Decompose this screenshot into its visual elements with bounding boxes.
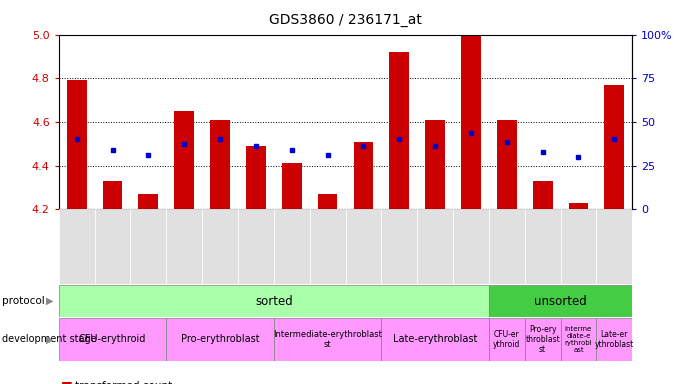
Bar: [461, 35, 481, 209]
Bar: [596, 209, 632, 284]
Bar: [167, 209, 202, 284]
Bar: [59, 285, 489, 317]
Text: ■: ■: [61, 379, 73, 384]
Bar: [533, 181, 553, 209]
Bar: [210, 120, 230, 209]
Bar: [346, 209, 381, 284]
Bar: [246, 146, 266, 209]
Bar: [524, 318, 560, 361]
Bar: [524, 209, 560, 284]
Bar: [489, 318, 524, 361]
Bar: [425, 120, 445, 209]
Bar: [381, 318, 489, 361]
Bar: [417, 209, 453, 284]
Bar: [202, 209, 238, 284]
Bar: [596, 318, 632, 361]
Bar: [489, 285, 632, 317]
Bar: [605, 85, 624, 209]
Bar: [569, 203, 588, 209]
Text: transformed count: transformed count: [75, 381, 172, 384]
Bar: [381, 209, 417, 284]
Bar: [238, 209, 274, 284]
Text: development stage: development stage: [2, 334, 97, 344]
Text: Late-erythroblast: Late-erythroblast: [393, 334, 477, 344]
Bar: [274, 209, 310, 284]
Bar: [282, 164, 301, 209]
Bar: [138, 194, 158, 209]
Text: sorted: sorted: [255, 295, 293, 308]
Text: Pro-erythroblast: Pro-erythroblast: [181, 334, 259, 344]
Bar: [274, 318, 381, 361]
Bar: [103, 181, 122, 209]
Text: protocol: protocol: [2, 296, 45, 306]
Bar: [453, 209, 489, 284]
Bar: [497, 120, 517, 209]
Text: ▶: ▶: [46, 296, 54, 306]
Bar: [59, 318, 167, 361]
Bar: [489, 209, 524, 284]
Bar: [560, 318, 596, 361]
Bar: [318, 194, 337, 209]
Bar: [131, 209, 167, 284]
Bar: [95, 209, 131, 284]
Text: Intermediate-erythroblast
st: Intermediate-erythroblast st: [273, 330, 382, 349]
Text: GDS3860 / 236171_at: GDS3860 / 236171_at: [269, 13, 422, 27]
Bar: [390, 52, 409, 209]
Text: CFU-erythroid: CFU-erythroid: [79, 334, 146, 344]
Text: Late-er
ythroblast: Late-er ythroblast: [595, 330, 634, 349]
Bar: [59, 209, 95, 284]
Text: Interme
diate-e
rythrobl
ast: Interme diate-e rythrobl ast: [565, 326, 592, 353]
Bar: [67, 80, 86, 209]
Bar: [560, 209, 596, 284]
Text: CFU-er
ythroid: CFU-er ythroid: [493, 330, 520, 349]
Bar: [167, 318, 274, 361]
Text: Pro-ery
throblast
st: Pro-ery throblast st: [525, 324, 560, 354]
Bar: [174, 111, 194, 209]
Text: unsorted: unsorted: [534, 295, 587, 308]
Bar: [310, 209, 346, 284]
Text: ▶: ▶: [46, 334, 54, 344]
Bar: [354, 142, 373, 209]
